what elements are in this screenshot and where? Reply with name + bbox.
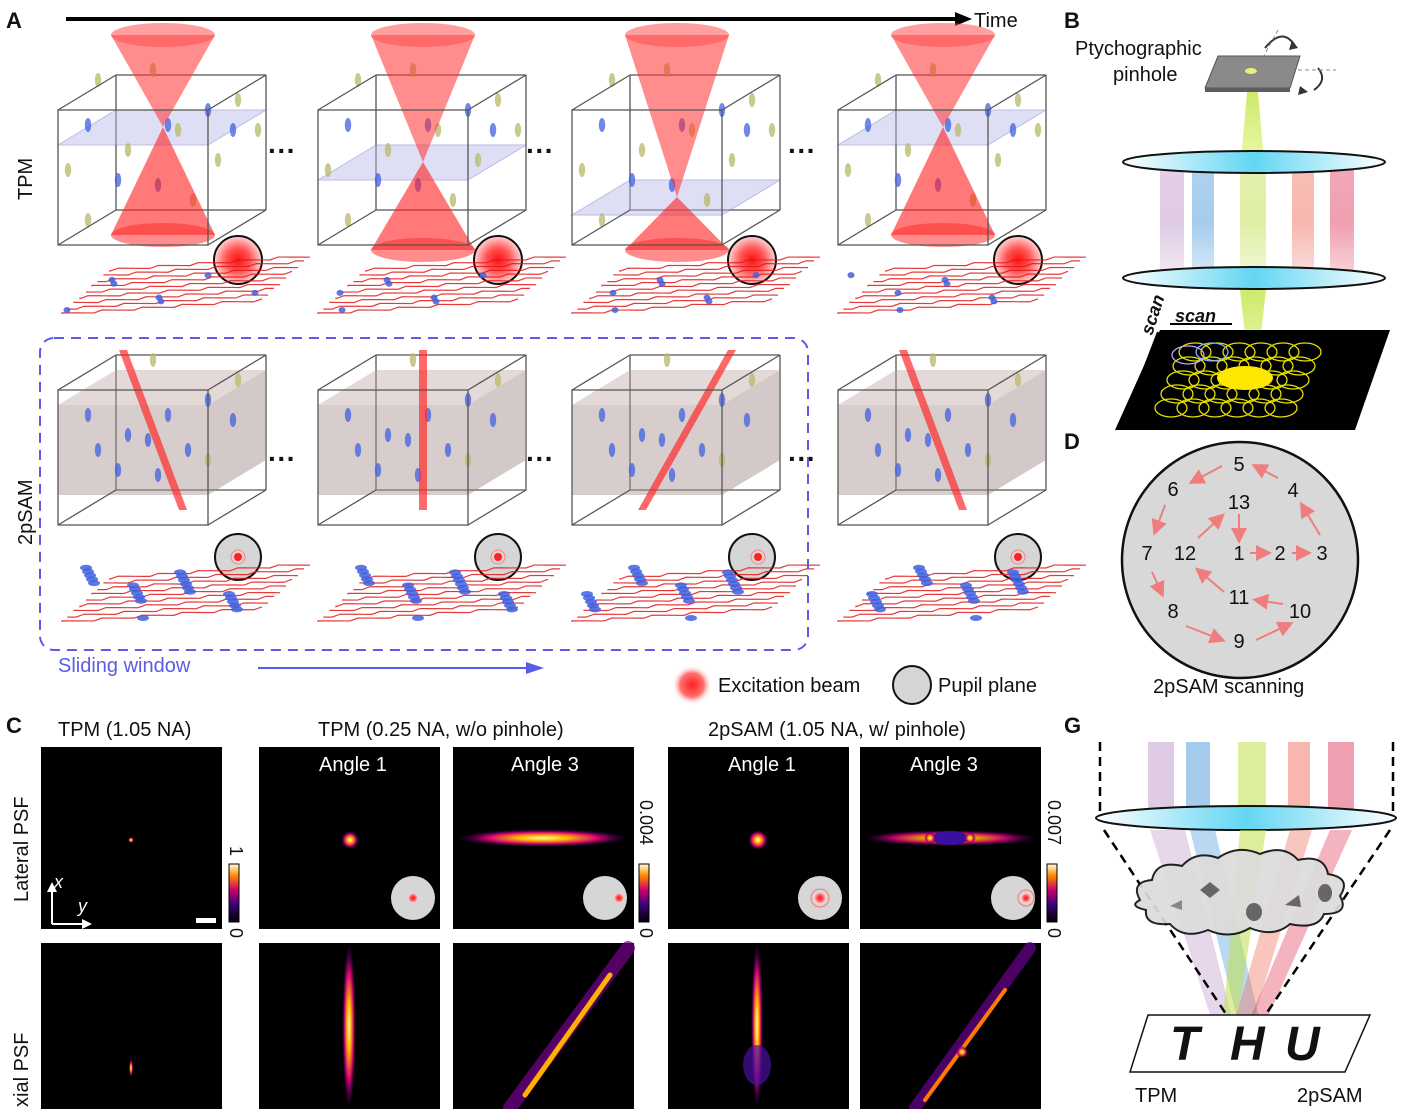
axis-label-x: x [53, 872, 64, 892]
legend-excitation-icon [672, 665, 712, 705]
colorbar-1 [228, 863, 240, 923]
pinhole-label-line2: pinhole [1113, 64, 1178, 86]
pinhole-label-line1: Ptychographic [1075, 38, 1202, 60]
panel-g-illustration [1095, 742, 1397, 1073]
legend-pupil-label: Pupil plane [938, 675, 1037, 697]
colorbar-1-min: 0 [226, 928, 246, 938]
trace-set-8 [837, 564, 1087, 622]
time-label: Time [974, 10, 1018, 32]
2psam-volumes [57, 350, 1047, 581]
ptychographic-pinhole [1204, 29, 1336, 95]
row-label-tpm: TPM [15, 158, 37, 200]
scan-order-arrows [1149, 464, 1321, 644]
tpm-volume-2 [316, 23, 528, 285]
colorbar-2 [638, 863, 650, 923]
scan-plane [1115, 323, 1390, 430]
scan-number-6: 6 [1167, 479, 1178, 501]
angle-label-tpm-1: Angle 1 [319, 754, 387, 776]
time-arrow [66, 12, 972, 26]
axis-label-y: y [76, 896, 88, 916]
panel-label-c: C [6, 713, 22, 738]
colorbar-3-min: 0 [1044, 928, 1064, 938]
psf-images [41, 747, 1041, 1109]
scan-label-top: scan [1175, 306, 1216, 326]
tpm-volume-4 [836, 23, 1048, 285]
colorbar-1-max: 1 [226, 846, 246, 856]
scan-number-13: 13 [1228, 492, 1250, 514]
scan-number-10: 10 [1289, 601, 1311, 623]
legend-pupil-icon [892, 665, 932, 705]
row-label-lateral: Lateral PSF [11, 796, 33, 902]
trace-set-7 [571, 564, 821, 622]
2psam-volume-1 [57, 350, 267, 581]
scan-number-11: 11 [1229, 587, 1250, 609]
psf-axial-tpm105 [41, 943, 222, 1109]
scan-order-pupil [1120, 440, 1360, 680]
tpm-volume-3 [570, 23, 782, 285]
thu-letter-t: T [1170, 1018, 1203, 1071]
panel-label-a: A [6, 8, 22, 33]
sliding-window-box [39, 337, 809, 651]
colorbar-2-max: 0.004 [636, 800, 656, 845]
legend-excitation-label: Excitation beam [718, 675, 860, 697]
trace-set-1 [61, 256, 311, 314]
trace-set-5 [61, 564, 311, 622]
sliding-window-arrow [258, 662, 544, 674]
col-title-tpm-105: TPM (1.05 NA) [58, 719, 191, 741]
scan-number-1: 1 [1233, 543, 1244, 565]
thu-letter-u: U [1285, 1018, 1321, 1071]
trace-set-3 [571, 256, 821, 314]
row-label-axial: xial PSF [11, 1033, 33, 1107]
trace-set-2 [317, 256, 567, 314]
2psam-volume-2 [317, 350, 527, 581]
panel-label-d: D [1064, 429, 1080, 454]
scan-number-2: 2 [1274, 543, 1285, 565]
2psam-volume-3 [571, 350, 781, 581]
scan-number-3: 3 [1316, 543, 1327, 565]
tpm-volume-1 [56, 23, 268, 285]
angle-label-2psam-1: Angle 1 [728, 754, 796, 776]
panel-label-g: G [1064, 713, 1081, 738]
panel-label-b: B [1064, 8, 1080, 33]
panel-g-label-tpm: TPM [1135, 1085, 1177, 1107]
sliding-window-label: Sliding window [58, 655, 191, 677]
col-title-tpm-025: TPM (0.25 NA, w/o pinhole) [318, 719, 564, 741]
scan-number-12: 12 [1174, 543, 1196, 565]
angle-label-tpm-3: Angle 3 [511, 754, 579, 776]
colorbar-2-min: 0 [636, 928, 656, 938]
ellipsis-2psam-2: ··· [526, 443, 554, 474]
ellipsis-tpm-3: ··· [788, 135, 816, 166]
scan-number-7: 7 [1141, 543, 1152, 565]
scan-number-5: 5 [1233, 454, 1244, 476]
panel-g-label-2psam: 2pSAM [1297, 1085, 1363, 1107]
scan-number-4: 4 [1287, 480, 1298, 502]
scan-number-8: 8 [1167, 601, 1178, 623]
trace-set-4 [837, 256, 1087, 314]
2psam-volume-4 [837, 350, 1047, 581]
neural-traces [61, 256, 1087, 622]
ellipsis-2psam-3: ··· [788, 443, 816, 474]
ellipsis-tpm-2: ··· [526, 135, 554, 166]
ellipsis-2psam-1: ··· [268, 443, 296, 474]
thu-letter-h: H [1230, 1018, 1266, 1071]
trace-set-6 [317, 564, 567, 622]
angle-label-2psam-3: Angle 3 [910, 754, 978, 776]
panel-d-caption: 2pSAM scanning [1153, 676, 1304, 698]
colorbar-3-max: 0.007 [1044, 800, 1064, 845]
colorbar-3 [1046, 863, 1058, 923]
row-label-2psam: 2pSAM [15, 479, 37, 545]
col-title-2psam: 2pSAM (1.05 NA, w/ pinhole) [708, 719, 966, 741]
ellipsis-tpm-1: ··· [268, 135, 296, 166]
scan-number-9: 9 [1233, 631, 1244, 653]
beam-b-optics [1122, 92, 1386, 360]
